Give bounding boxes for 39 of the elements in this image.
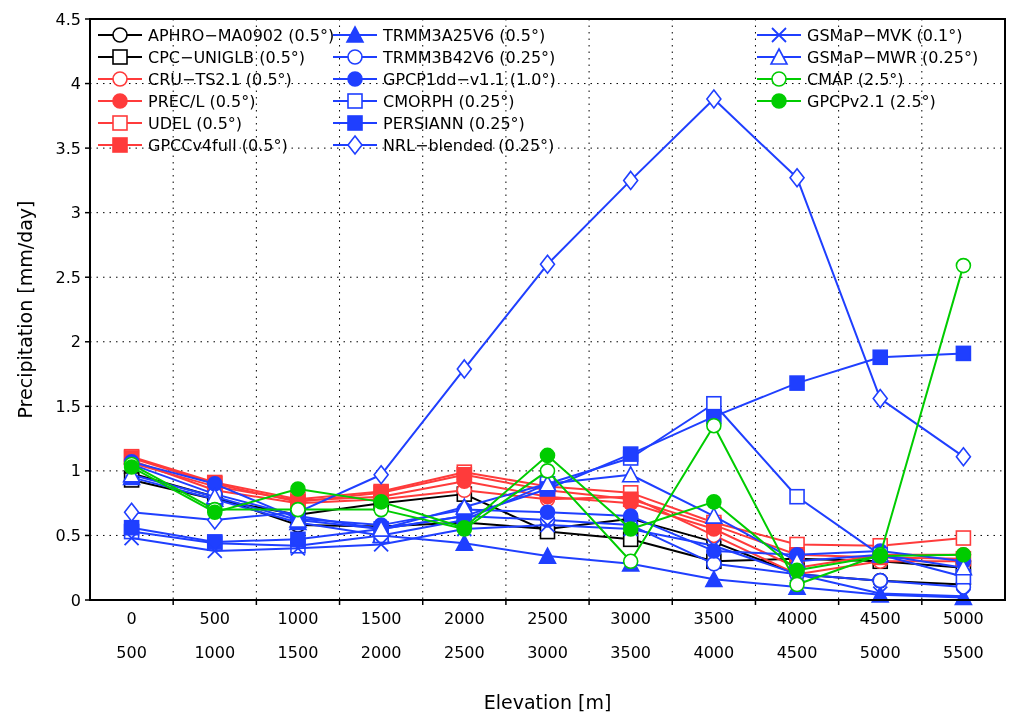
- x-axis-title: Elevation [m]: [483, 691, 612, 713]
- x-tick-label: 4500 5000: [859, 609, 901, 662]
- legend-label: CMORPH (0.25°): [383, 91, 515, 111]
- legend-label: PREC/L (0.5°): [148, 91, 256, 111]
- x-tick-label: 2000 2500: [443, 609, 485, 662]
- y-tick-label: 4: [70, 74, 81, 94]
- y-tick-label: 0.5: [55, 526, 81, 546]
- legend-label: GSMaP−MWR (0.25°): [807, 47, 979, 67]
- x-tick-label: 2500 3000: [527, 609, 568, 662]
- legend-label: TRMM3A25V6 (0.5°): [382, 25, 546, 45]
- y-tick-label: 1.5: [55, 396, 81, 416]
- legend-label: UDEL (0.5°): [148, 113, 243, 133]
- x-tick-label: 3000 3500: [610, 609, 652, 662]
- x-tick-label: 5000 5500: [943, 609, 984, 662]
- legend-label: NRL−blended (0.25°): [383, 135, 555, 155]
- y-axis-title: Precipitation [mm/day]: [14, 200, 36, 419]
- y-tick-label: 3: [70, 203, 81, 223]
- x-tick-label: 4000 4500: [776, 609, 818, 662]
- legend-label: CPC−UNIGLB (0.5°): [148, 47, 306, 67]
- legend-label: CMAP (2.5°): [807, 69, 904, 89]
- legend-label: PERSIANN (0.25°): [383, 113, 525, 133]
- x-tick-label: 1500 2000: [360, 609, 402, 662]
- legend-label: GPCCv4full (0.5°): [148, 135, 288, 155]
- x-tick-label: 1000 1500: [277, 609, 319, 662]
- legend-label: GPCP1dd−v1.1 (1.0°): [383, 69, 556, 89]
- legend-label: TRMM3B42V6 (0.25°): [382, 47, 556, 67]
- legend-label: GSMaP−MVK (0.1°): [807, 25, 963, 45]
- x-tick-label: 3500 4000: [693, 609, 735, 662]
- legend-label: CRU−TS2.1 (0.5°): [148, 69, 292, 89]
- y-tick-label: 4.5: [55, 9, 81, 29]
- legend-label: APHRO−MA0902 (0.5°): [148, 25, 335, 45]
- x-tick-label: 0 500: [116, 609, 147, 662]
- x-tick-label: 500 1000: [194, 609, 236, 662]
- y-tick-label: 2: [70, 332, 81, 352]
- y-tick-label: 1: [70, 461, 81, 481]
- y-tick-label: 3.5: [55, 138, 81, 158]
- y-tick-label: 0: [70, 590, 81, 610]
- y-tick-label: 2.5: [55, 267, 81, 287]
- legend-label: GPCPv2.1 (2.5°): [807, 91, 936, 111]
